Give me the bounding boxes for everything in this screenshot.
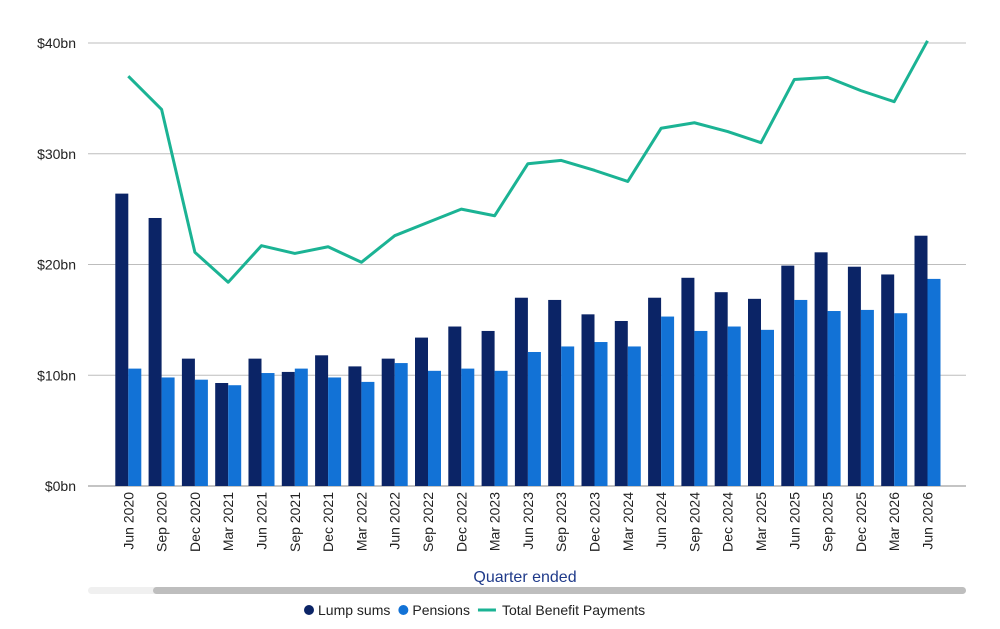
x-tick-label: Sep 2025 (820, 492, 836, 552)
y-tick-label: $0bn (45, 478, 76, 494)
lump-sums-bar (548, 299, 562, 486)
lump-sums-bar (248, 358, 262, 486)
lump-sums-bar (181, 358, 195, 486)
lump-sums-bar (381, 358, 395, 486)
lump-sums-bar (581, 314, 595, 486)
x-tick-label: Dec 2023 (587, 492, 603, 552)
x-tick-label: Sep 2023 (553, 492, 569, 552)
pensions-bar (594, 342, 608, 486)
x-tick-label: Mar 2021 (220, 492, 236, 551)
pensions-bar (494, 370, 508, 486)
lump-sums-bar (881, 274, 895, 486)
pensions-bar (527, 351, 541, 486)
pensions-bar (361, 381, 375, 486)
pensions-bar (194, 379, 208, 486)
pensions-bar (428, 370, 441, 486)
pensions-bar (394, 363, 408, 486)
lump-sums-bar (614, 320, 628, 486)
pensions-bar (661, 316, 675, 486)
pensions-bar (794, 299, 808, 486)
pensions-bar (727, 326, 741, 486)
y-tick-label: $10bn (37, 367, 76, 383)
x-tick-label: Sep 2024 (686, 492, 702, 552)
pensions-bar (694, 330, 708, 486)
pensions-bar (461, 368, 475, 486)
lump-sums-bar (781, 265, 795, 486)
x-tick-label: Jun 2024 (653, 492, 669, 550)
scrollbar-thumb[interactable] (153, 587, 966, 594)
lump-sums-bar (748, 298, 761, 486)
pensions-bar (627, 346, 641, 486)
horizontal-scrollbar[interactable] (88, 587, 966, 594)
x-tick-label: Jun 2023 (520, 492, 536, 550)
pensions-bar (161, 377, 175, 486)
lump-sums-bar (348, 366, 362, 486)
lump-sums-bar (514, 297, 528, 486)
x-tick-label: Jun 2025 (786, 492, 802, 550)
total-benefit-payments-line (127, 40, 929, 284)
pensions-bar (228, 385, 242, 486)
pensions-bar (927, 278, 941, 486)
x-tick-label: Dec 2022 (453, 492, 469, 552)
x-tick-label: Dec 2024 (720, 492, 736, 552)
legend: Lump sums Pensions Total Benefit Payments (304, 602, 645, 618)
lump-sums-bar (415, 337, 428, 486)
x-tick-label: Sep 2022 (420, 492, 436, 552)
legend-label: Pensions (412, 602, 470, 618)
y-tick-label: $40bn (37, 35, 76, 51)
legend-label: Total Benefit Payments (502, 602, 645, 618)
pensions-bar (261, 373, 275, 486)
x-tick-label: Jun 2020 (120, 492, 136, 550)
pensions-bar (561, 346, 575, 486)
x-tick-label: Sep 2020 (154, 492, 170, 552)
lump-sums-bar (281, 371, 295, 486)
x-tick-label: Mar 2026 (886, 492, 902, 551)
bars (115, 193, 941, 487)
lump-sums-bar (481, 330, 495, 486)
pensions-bar (827, 311, 841, 486)
lump-sums-bar (215, 383, 229, 486)
lump-sums-bar (315, 355, 329, 486)
lump-sums-bar (914, 235, 928, 486)
pensions-bar (328, 377, 342, 486)
legend-marker (304, 605, 314, 615)
x-tick-label: Dec 2020 (187, 492, 203, 552)
lump-sums-bar (714, 292, 728, 486)
lump-sums-bar (814, 252, 828, 486)
x-tick-label: Mar 2025 (753, 492, 769, 551)
x-tick-label: Mar 2022 (353, 492, 369, 551)
x-tick-label: Sep 2021 (287, 492, 303, 552)
lump-sums-bar (648, 297, 662, 486)
pensions-bar (294, 368, 308, 486)
pensions-bar (894, 313, 908, 486)
pensions-bar (128, 368, 142, 486)
x-tick-label: Dec 2021 (320, 492, 336, 552)
lump-sums-bar (115, 193, 129, 486)
lump-sums-bar (847, 266, 861, 486)
lump-sums-bar (148, 217, 162, 487)
x-tick-label: Mar 2024 (620, 492, 636, 551)
x-tick-label: Jun 2026 (920, 492, 936, 550)
lump-sums-bar (448, 326, 462, 486)
legend-marker (398, 605, 409, 615)
y-tick-label: $20bn (37, 257, 76, 273)
pensions-bar (761, 329, 774, 486)
x-tick-label: Jun 2022 (387, 492, 403, 550)
pensions-bar (860, 309, 874, 486)
x-axis-ticks: Jun 2020 Sep 2020 Dec 2020 Mar 2021 Jun 2021… (120, 492, 935, 552)
x-axis-label: Quarter ended (473, 569, 576, 586)
x-tick-label: Dec 2025 (853, 492, 869, 552)
legend-label: Lump sums (318, 602, 390, 618)
x-tick-label: Mar 2023 (487, 492, 503, 551)
total-line (127, 40, 929, 284)
y-tick-label: $30bn (37, 146, 76, 162)
y-axis-ticks: $0bn $10bn $20bn $30bn $40bn (37, 35, 76, 494)
x-tick-label: Jun 2021 (254, 492, 270, 550)
lump-sums-bar (681, 277, 695, 486)
